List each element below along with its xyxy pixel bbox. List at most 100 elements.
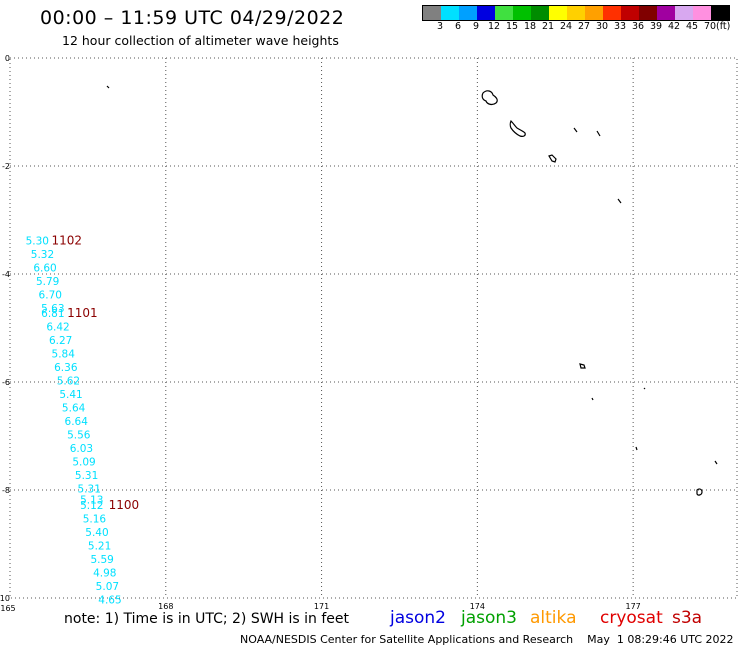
- legend-unit-label: (ft): [716, 21, 731, 32]
- legend-tick-label: 30: [595, 21, 609, 32]
- legend-swatch: [603, 6, 621, 20]
- y-tick-label: -4: [2, 270, 10, 279]
- legend-swatch: [585, 6, 603, 20]
- legend-tick-label: 36: [631, 21, 645, 32]
- legend-swatch: [639, 6, 657, 20]
- legend-tick-label: 42: [667, 21, 681, 32]
- swh-data-point: 6.27: [49, 335, 72, 347]
- island-outline: [696, 488, 703, 496]
- swh-data-point: 6.70: [39, 289, 62, 301]
- island-outline: [481, 90, 498, 106]
- legend-swatch: [621, 6, 639, 20]
- legend-tick-label: 12: [487, 21, 501, 32]
- y-tick-label: -6: [2, 378, 10, 387]
- legend-tick-label: 18: [523, 21, 537, 32]
- swh-data-point: 5.56: [67, 430, 91, 442]
- swh-data-point: 5.62: [57, 376, 80, 388]
- swh-data-point: 5.84: [52, 349, 76, 361]
- mission-label-s3a: s3a: [672, 608, 703, 628]
- swh-data-point: 5.31: [75, 470, 98, 482]
- mission-label-altika: altika: [530, 608, 577, 628]
- legend-tick-label: 45: [685, 21, 699, 32]
- swh-data-point: 5.64: [62, 403, 86, 415]
- chart-title: 00:00 – 11:59 UTC 04/29/2022: [40, 7, 345, 29]
- legend-swatch: [495, 6, 513, 20]
- island-outline: [573, 127, 578, 133]
- swh-data-point: 5.09: [72, 457, 95, 469]
- swh-data-point: 5.13: [80, 495, 103, 507]
- island-outline: [643, 387, 646, 390]
- legend-swatch: [477, 6, 495, 20]
- swh-data-point: 5.21: [88, 540, 111, 552]
- legend-tick-label: 6: [454, 21, 462, 32]
- legend-swatch: [423, 6, 441, 20]
- swh-data-point: 5.59: [90, 554, 113, 566]
- legend-tick-labels: 3 6 9 12 15 18 21 24 27 30 33 36 39 42 45 70: [422, 21, 740, 33]
- swh-data-point: 6.64: [65, 416, 89, 428]
- legend-swatch: [513, 6, 531, 20]
- island-outline: [106, 85, 110, 89]
- legend-swatch: [459, 6, 477, 20]
- legend-tick-label: 15: [505, 21, 519, 32]
- legend-tick-label: 70: [703, 21, 717, 32]
- island-outline: [617, 198, 622, 204]
- y-tick-label: -8: [2, 486, 10, 495]
- legend-swatch: [531, 6, 549, 20]
- y-tick-label: 0: [5, 54, 10, 63]
- legend-tick-label: 21: [541, 21, 555, 32]
- legend-swatch: [567, 6, 585, 20]
- island-outline: [596, 130, 601, 137]
- swh-data-point: 5.63: [41, 303, 64, 315]
- swh-data-point: 6.60: [33, 262, 56, 274]
- island-outline: [579, 363, 586, 369]
- footer-credit: NOAA/NESDIS Center for Satellite Applica…: [240, 633, 734, 646]
- mission-label-jason3: jason3: [461, 608, 517, 628]
- island-outline: [591, 397, 594, 401]
- swh-data-point: 5.07: [96, 581, 119, 593]
- legend-tick-label: 9: [472, 21, 480, 32]
- chart-subtitle: 12 hour collection of altimeter wave hei…: [62, 33, 339, 48]
- island-outline: [714, 460, 718, 465]
- y-tick-label: -2: [2, 162, 10, 171]
- footer-note: note: 1) Time is in UTC; 2) SWH is in fe…: [64, 611, 350, 627]
- swh-data-point: 5.40: [85, 527, 108, 539]
- x-tick-label: 171: [314, 602, 329, 611]
- island-outline: [548, 154, 557, 163]
- swh-data-point: 6.36: [54, 362, 78, 374]
- mission-label-cryosat: cryosat: [600, 608, 663, 628]
- plot-frame: [9, 57, 738, 599]
- legend-swatch: [441, 6, 459, 20]
- legend-swatch: [549, 6, 567, 20]
- swh-data-point: 5.32: [31, 249, 54, 261]
- swh-data-point: 5.30: [26, 235, 49, 247]
- island-outline: [509, 119, 526, 137]
- x-tick-label: 168: [158, 602, 173, 611]
- legend-swatch: [657, 6, 675, 20]
- swh-data-point: 4.98: [93, 567, 116, 579]
- swh-data-point: 6.03: [70, 443, 93, 455]
- island-outline: [635, 446, 638, 451]
- swh-data-point: 5.12: [80, 500, 103, 512]
- swh-data-point: 5.79: [36, 276, 59, 288]
- mission-label-jason2: jason2: [390, 608, 446, 628]
- swh-data-point: 4.65: [98, 594, 121, 606]
- wave-height-color-legend: [422, 5, 730, 21]
- swh-data-point: 6.81: [41, 308, 64, 320]
- legend-tick-label: 39: [649, 21, 663, 32]
- legend-tick-label: 24: [559, 21, 573, 32]
- legend-swatch: [675, 6, 693, 20]
- legend-swatch: [711, 6, 729, 20]
- x-tick-label: 174: [470, 602, 485, 611]
- swh-data-point: 5.16: [83, 513, 107, 525]
- legend-swatch: [693, 6, 711, 20]
- swh-data-point: 5.31: [78, 484, 101, 496]
- swh-data-point: 6.42: [46, 322, 69, 334]
- time-annotation: 1102: [52, 233, 83, 247]
- x-tick-label: 165: [0, 604, 15, 613]
- y-tick-label: -10: [0, 594, 10, 603]
- legend-tick-label: 33: [613, 21, 627, 32]
- time-annotation: 1100: [109, 498, 140, 512]
- x-tick-label: 177: [626, 602, 641, 611]
